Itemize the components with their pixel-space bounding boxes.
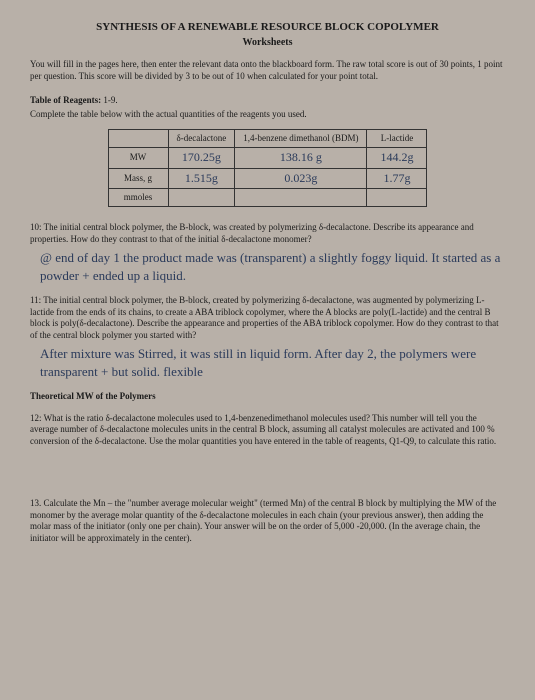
table-row: mmoles bbox=[108, 189, 427, 207]
cell-mw-1: 170.25g bbox=[168, 148, 235, 169]
cell-mass-2: 0.023g bbox=[235, 168, 367, 189]
table-row: Mass, g 1.515g 0.023g 1.77g bbox=[108, 168, 427, 189]
question-10: 10: The initial central block polymer, t… bbox=[30, 222, 505, 245]
reagents-range: 1-9. bbox=[103, 95, 117, 105]
document-title: SYNTHESIS OF A RENEWABLE RESOURCE BLOCK … bbox=[30, 20, 505, 34]
cell-mass-3: 1.77g bbox=[367, 168, 427, 189]
cell-mmoles-1 bbox=[168, 189, 235, 207]
reagents-label: Table of Reagents: 1-9. bbox=[30, 95, 505, 107]
cell-mass-1: 1.515g bbox=[168, 168, 235, 189]
table-instruction: Complete the table below with the actual… bbox=[30, 109, 505, 121]
row-label-mass: Mass, g bbox=[108, 168, 168, 189]
document-subtitle: Worksheets bbox=[30, 36, 505, 49]
table-header-blank bbox=[108, 130, 168, 148]
question-11: 11: The initial central block polymer, t… bbox=[30, 295, 505, 342]
table-header-bdm: 1,4-benzene dimethanol (BDM) bbox=[235, 130, 367, 148]
table-header-decalactone: δ-decalactone bbox=[168, 130, 235, 148]
cell-mw-3: 144.2g bbox=[367, 148, 427, 169]
reagents-table: δ-decalactone 1,4-benzene dimethanol (BD… bbox=[108, 129, 428, 207]
table-header-row: δ-decalactone 1,4-benzene dimethanol (BD… bbox=[108, 130, 427, 148]
theoretical-heading: Theoretical MW of the Polymers bbox=[30, 391, 505, 403]
cell-mmoles-2 bbox=[235, 189, 367, 207]
question-12: 12: What is the ratio δ-decalactone mole… bbox=[30, 413, 505, 448]
answer-11: After mixture was Stirred, it was still … bbox=[30, 345, 505, 381]
table-header-lactide: L-lactide bbox=[367, 130, 427, 148]
reagents-label-bold: Table of Reagents: bbox=[30, 95, 101, 105]
table-row: MW 170.25g 138.16 g 144.2g bbox=[108, 148, 427, 169]
cell-mmoles-3 bbox=[367, 189, 427, 207]
answer-10: @ end of day 1 the product made was (tra… bbox=[30, 249, 505, 285]
question-13: 13. Calculate the Mn – the "number avera… bbox=[30, 498, 505, 545]
row-label-mw: MW bbox=[108, 148, 168, 169]
cell-mw-2: 138.16 g bbox=[235, 148, 367, 169]
row-label-mmoles: mmoles bbox=[108, 189, 168, 207]
instructions-text: You will fill in the pages here, then en… bbox=[30, 59, 505, 82]
